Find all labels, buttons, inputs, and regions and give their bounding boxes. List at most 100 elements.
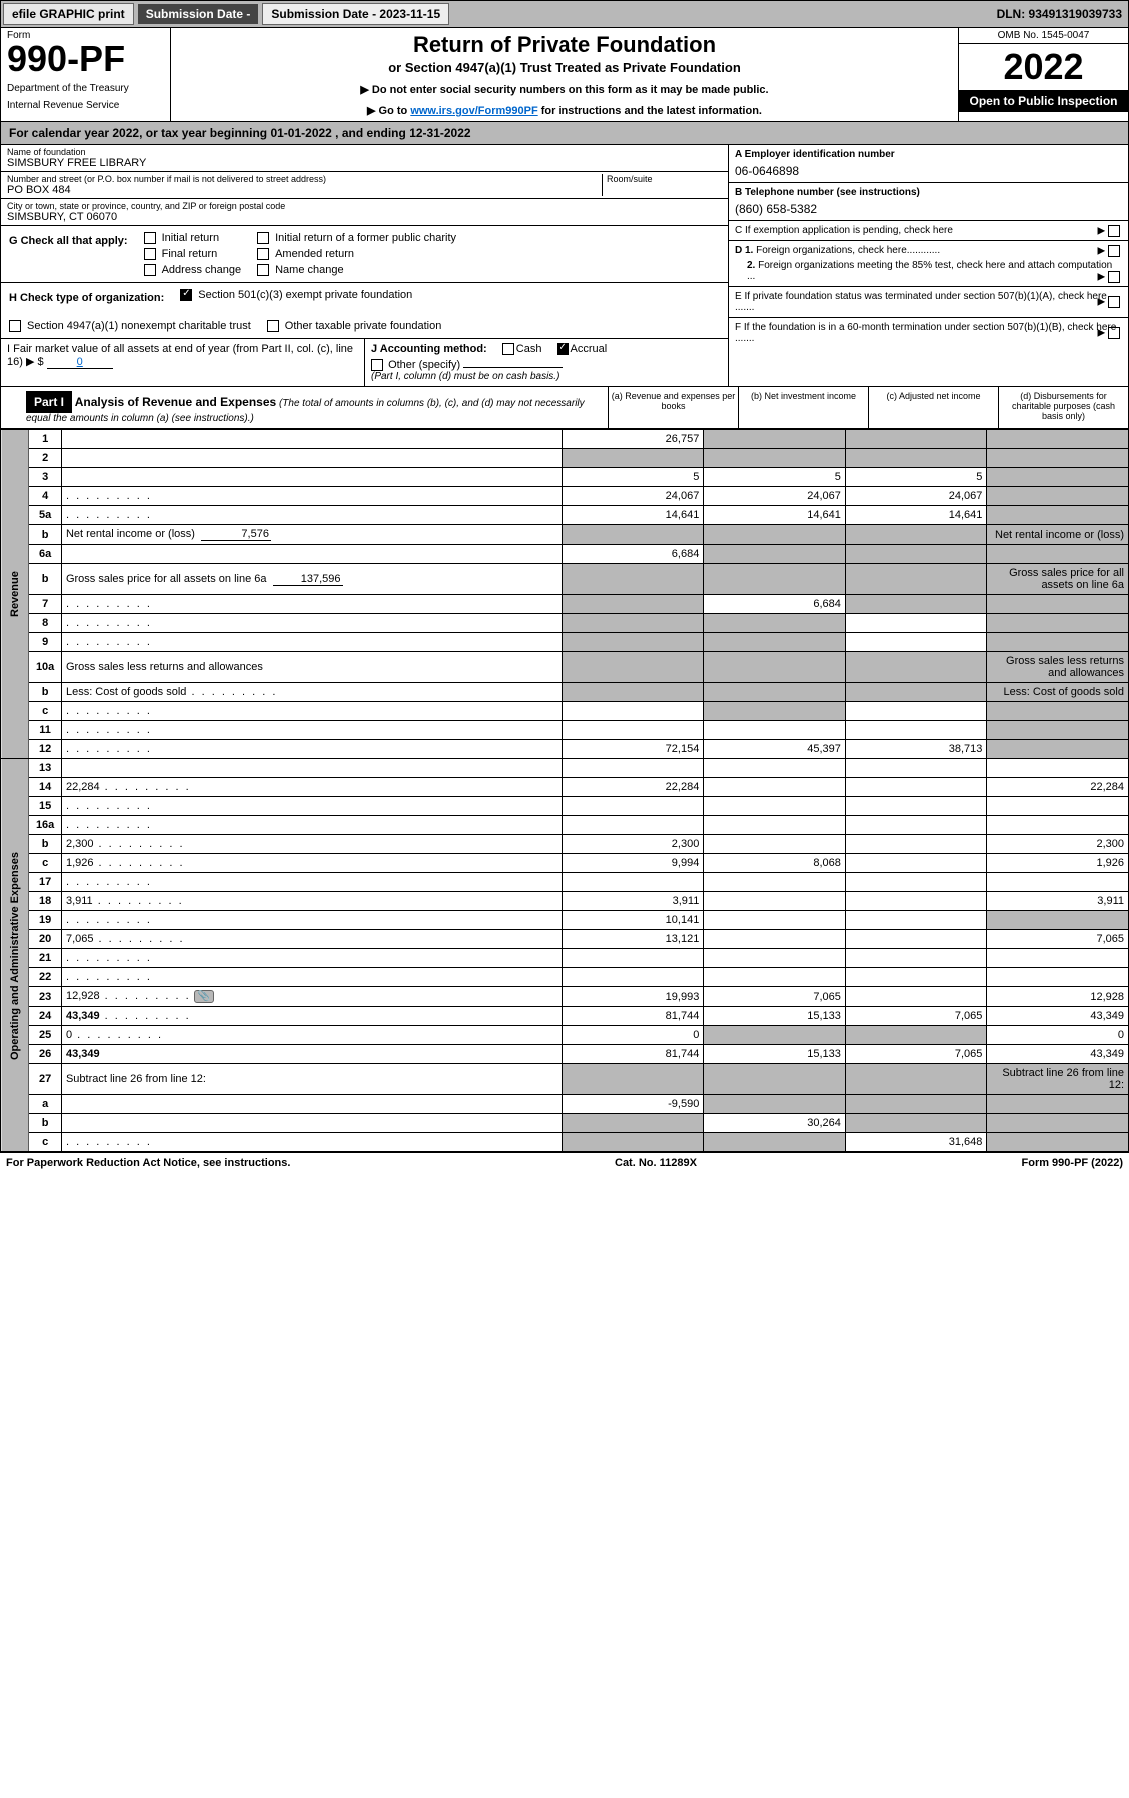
checkbox-address-change[interactable] — [144, 264, 156, 276]
cell-a — [562, 873, 704, 892]
phone-value: (860) 658-5382 — [735, 202, 1122, 216]
checkbox-d1[interactable] — [1108, 245, 1120, 257]
row-number: 19 — [29, 911, 62, 930]
checkbox-initial-return[interactable] — [144, 232, 156, 244]
row-desc — [61, 949, 562, 968]
cell-a — [562, 595, 704, 614]
i-value[interactable]: 0 — [47, 356, 113, 369]
cell-d — [987, 1133, 1129, 1152]
omb-number: OMB No. 1545-0047 — [959, 28, 1128, 44]
form-title: Return of Private Foundation — [179, 32, 950, 58]
row-desc — [61, 816, 562, 835]
row-desc: Subtract line 26 from line 12: — [61, 1064, 562, 1095]
cell-a — [562, 449, 704, 468]
row-desc: 7,065 — [61, 930, 562, 949]
cell-a — [562, 564, 704, 595]
table-row: 8 — [1, 614, 1129, 633]
cell-d: 2,300 — [987, 835, 1129, 854]
row-desc: 12,928 📎 — [61, 987, 562, 1007]
row-number: 2 — [29, 449, 62, 468]
cell-b — [704, 430, 846, 449]
checkbox-f[interactable] — [1108, 327, 1120, 339]
table-row: 16a — [1, 816, 1129, 835]
checkbox-cash[interactable] — [502, 343, 514, 355]
cell-c: 14,641 — [845, 506, 987, 525]
cell-d: 0 — [987, 1026, 1129, 1045]
cell-b: 24,067 — [704, 487, 846, 506]
cell-a: 72,154 — [562, 740, 704, 759]
table-row: 2 — [1, 449, 1129, 468]
cell-b — [704, 968, 846, 987]
cell-a — [562, 1064, 704, 1095]
cell-b: 30,264 — [704, 1114, 846, 1133]
checkbox-amended[interactable] — [257, 248, 269, 260]
row-desc — [61, 721, 562, 740]
cell-a — [562, 652, 704, 683]
cell-a — [562, 614, 704, 633]
table-row: bGross sales price for all assets on lin… — [1, 564, 1129, 595]
cell-b — [704, 721, 846, 740]
col-d-header: (d) Disbursements for charitable purpose… — [998, 387, 1128, 428]
checkbox-d2[interactable] — [1108, 271, 1120, 283]
irs-link[interactable]: www.irs.gov/Form990PF — [410, 105, 537, 117]
cell-c: 5 — [845, 468, 987, 487]
phone-label: B Telephone number (see instructions) — [735, 187, 920, 198]
cell-d: Less: Cost of goods sold — [987, 683, 1129, 702]
cell-c — [845, 721, 987, 740]
instruction-1: ▶ Do not enter social security numbers o… — [179, 83, 950, 96]
cell-c: 31,648 — [845, 1133, 987, 1152]
cell-c — [845, 968, 987, 987]
cell-c — [845, 949, 987, 968]
checkbox-other-taxable[interactable] — [267, 320, 279, 332]
checkbox-name-change[interactable] — [257, 264, 269, 276]
checkbox-final-return[interactable] — [144, 248, 156, 260]
cell-c — [845, 816, 987, 835]
row-number: b — [29, 525, 62, 545]
cell-d — [987, 633, 1129, 652]
cell-a — [562, 968, 704, 987]
row-number: 23 — [29, 987, 62, 1007]
cell-c — [845, 987, 987, 1007]
room-label: Room/suite — [607, 174, 722, 184]
checkbox-e[interactable] — [1108, 296, 1120, 308]
attachment-icon[interactable]: 📎 — [194, 990, 214, 1003]
cell-b — [704, 797, 846, 816]
cell-c: 7,065 — [845, 1007, 987, 1026]
row-desc — [61, 759, 562, 778]
row-number: 6a — [29, 545, 62, 564]
cell-b — [704, 545, 846, 564]
efile-print-button[interactable]: efile GRAPHIC print — [3, 3, 134, 25]
cell-a: 26,757 — [562, 430, 704, 449]
row-number: b — [29, 683, 62, 702]
cell-d — [987, 816, 1129, 835]
cell-c — [845, 652, 987, 683]
foundation-name: SIMSBURY FREE LIBRARY — [7, 157, 722, 169]
cell-d — [987, 506, 1129, 525]
cell-b: 14,641 — [704, 506, 846, 525]
cell-a — [562, 1114, 704, 1133]
checkbox-initial-former[interactable] — [257, 232, 269, 244]
table-row: b30,264 — [1, 1114, 1129, 1133]
checkbox-c[interactable] — [1108, 225, 1120, 237]
address-label: Number and street (or P.O. box number if… — [7, 174, 602, 184]
checkbox-4947[interactable] — [9, 320, 21, 332]
row-number: c — [29, 702, 62, 721]
checkbox-other-method[interactable] — [371, 359, 383, 371]
cell-c: 24,067 — [845, 487, 987, 506]
checkbox-accrual[interactable] — [557, 343, 569, 355]
cell-a — [562, 525, 704, 545]
cell-d: 3,911 — [987, 892, 1129, 911]
cell-b — [704, 759, 846, 778]
cell-c — [845, 614, 987, 633]
cell-d: 43,349 — [987, 1007, 1129, 1026]
cell-d — [987, 968, 1129, 987]
table-row: 21 — [1, 949, 1129, 968]
row-desc — [61, 595, 562, 614]
cell-b — [704, 652, 846, 683]
cell-a — [562, 683, 704, 702]
cell-c — [845, 911, 987, 930]
cell-b — [704, 449, 846, 468]
cell-c — [845, 1064, 987, 1095]
row-desc: 1,926 — [61, 854, 562, 873]
checkbox-501c3[interactable] — [180, 289, 192, 301]
